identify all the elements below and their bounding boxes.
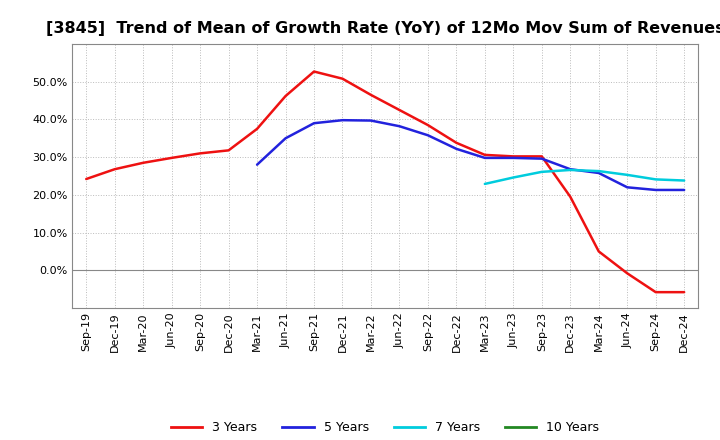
3 Years xyxy=(110,167,119,172)
Line: 5 Years: 5 Years xyxy=(257,120,684,190)
7 Years xyxy=(595,169,603,174)
3 Years xyxy=(480,152,489,158)
5 Years xyxy=(395,124,404,129)
3 Years xyxy=(537,154,546,159)
5 Years xyxy=(480,155,489,161)
3 Years xyxy=(623,271,631,276)
3 Years xyxy=(652,290,660,295)
3 Years xyxy=(139,160,148,165)
5 Years xyxy=(509,155,518,161)
3 Years xyxy=(282,93,290,99)
7 Years xyxy=(537,169,546,175)
5 Years xyxy=(310,121,318,126)
3 Years xyxy=(82,176,91,182)
3 Years xyxy=(196,151,204,156)
3 Years xyxy=(366,92,375,98)
5 Years xyxy=(282,136,290,141)
5 Years xyxy=(595,170,603,176)
3 Years xyxy=(452,140,461,146)
7 Years xyxy=(480,181,489,187)
5 Years xyxy=(423,132,432,138)
Line: 7 Years: 7 Years xyxy=(485,170,684,184)
3 Years xyxy=(566,194,575,199)
5 Years xyxy=(623,185,631,190)
Legend: 3 Years, 5 Years, 7 Years, 10 Years: 3 Years, 5 Years, 7 Years, 10 Years xyxy=(166,416,604,439)
3 Years xyxy=(595,249,603,254)
3 Years xyxy=(338,76,347,81)
3 Years xyxy=(680,290,688,295)
Title: [3845]  Trend of Mean of Growth Rate (YoY) of 12Mo Mov Sum of Revenues: [3845] Trend of Mean of Growth Rate (YoY… xyxy=(46,21,720,36)
7 Years xyxy=(652,177,660,182)
5 Years xyxy=(338,117,347,123)
7 Years xyxy=(566,167,575,172)
3 Years xyxy=(167,155,176,161)
3 Years xyxy=(395,107,404,113)
5 Years xyxy=(452,146,461,151)
7 Years xyxy=(680,178,688,183)
5 Years xyxy=(253,162,261,167)
3 Years xyxy=(225,148,233,153)
3 Years xyxy=(310,69,318,74)
3 Years xyxy=(509,154,518,159)
3 Years xyxy=(423,122,432,128)
Line: 3 Years: 3 Years xyxy=(86,72,684,292)
5 Years xyxy=(680,187,688,193)
5 Years xyxy=(537,156,546,161)
7 Years xyxy=(623,172,631,177)
7 Years xyxy=(509,175,518,180)
5 Years xyxy=(566,167,575,172)
5 Years xyxy=(652,187,660,193)
5 Years xyxy=(366,118,375,123)
3 Years xyxy=(253,126,261,132)
